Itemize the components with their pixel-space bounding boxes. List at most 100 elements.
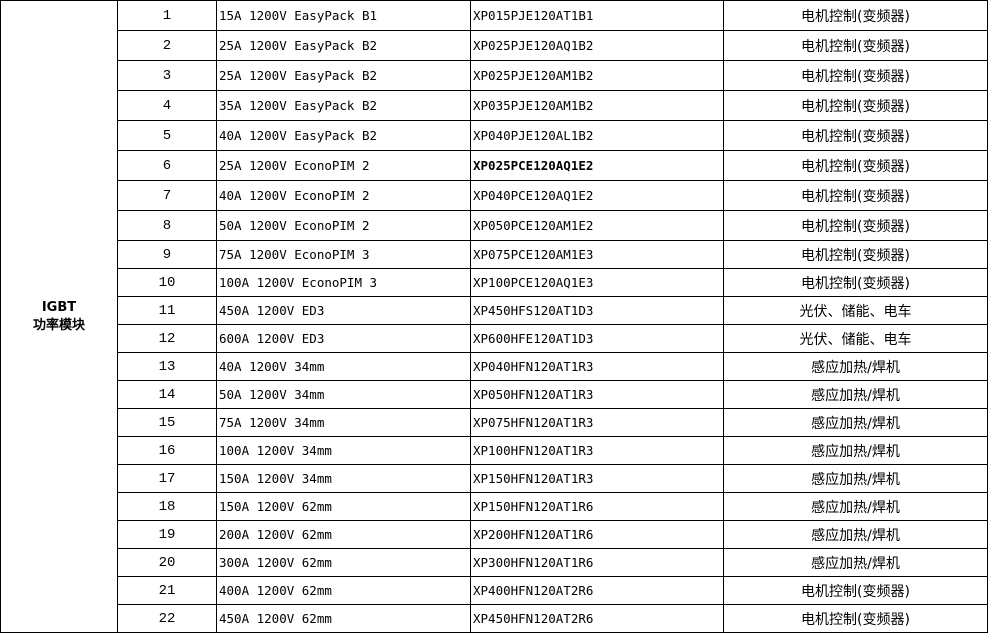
application-cell: 感应加热/焊机 xyxy=(723,464,988,493)
model-cell: 300A 1200V 62mm xyxy=(216,548,471,577)
model-cell: 100A 1200V 34mm xyxy=(216,436,471,465)
model-cell: 75A 1200V EconoPIM 3 xyxy=(216,240,471,269)
table-row: 19 200A 1200V 62mm XP200HFN120AT1R6 感应加热/焊机 xyxy=(1,520,988,549)
part-number-cell: XP025PJE120AQ1B2 xyxy=(470,30,724,61)
part-number-cell: XP050HFN120AT1R3 xyxy=(470,380,724,409)
row-number: 7 xyxy=(117,180,217,211)
part-number-cell: XP450HFN120AT2R6 xyxy=(470,604,724,633)
row-number: 18 xyxy=(117,492,217,521)
table-row: 18 150A 1200V 62mm XP150HFN120AT1R6 感应加热/焊机 xyxy=(1,492,988,521)
row-number: 3 xyxy=(117,60,217,91)
application-cell: 感应加热/焊机 xyxy=(723,436,988,465)
model-cell: 25A 1200V EasyPack B2 xyxy=(216,30,471,61)
row-number: 1 xyxy=(117,0,217,31)
row-number: 17 xyxy=(117,464,217,493)
model-cell: 40A 1200V EasyPack B2 xyxy=(216,120,471,151)
application-cell: 光伏、储能、电车 xyxy=(723,296,988,325)
model-cell: 75A 1200V 34mm xyxy=(216,408,471,437)
row-number: 6 xyxy=(117,150,217,181)
table-row: 17 150A 1200V 34mm XP150HFN120AT1R3 感应加热/焊机 xyxy=(1,464,988,493)
model-cell: 40A 1200V 34mm xyxy=(216,352,471,381)
model-cell: 450A 1200V 62mm xyxy=(216,604,471,633)
row-number: 10 xyxy=(117,268,217,297)
part-number-cell: XP025PCE120AQ1E2 xyxy=(470,150,724,181)
row-number: 12 xyxy=(117,324,217,353)
application-cell: 电机控制(变频器) xyxy=(723,0,988,31)
part-number-cell: XP040PCE120AQ1E2 xyxy=(470,180,724,211)
table-row: 5 40A 1200V EasyPack B2 XP040PJE120AL1B2 电机… xyxy=(1,120,988,151)
model-cell: 450A 1200V ED3 xyxy=(216,296,471,325)
table-row: 14 50A 1200V 34mm XP050HFN120AT1R3 感应加热/焊机 xyxy=(1,380,988,409)
table-row: 12 600A 1200V ED3 XP600HFE120AT1D3 光伏、储能、电车 xyxy=(1,324,988,353)
row-number: 5 xyxy=(117,120,217,151)
row-number: 8 xyxy=(117,210,217,241)
row-number: 9 xyxy=(117,240,217,269)
table-row: 16 100A 1200V 34mm XP100HFN120AT1R3 感应加热/焊机 xyxy=(1,436,988,465)
row-number: 15 xyxy=(117,408,217,437)
part-number-cell: XP035PJE120AM1B2 xyxy=(470,90,724,121)
table-row: 4 35A 1200V EasyPack B2 XP035PJE120AM1B2 电机… xyxy=(1,90,988,121)
part-number-cell: XP600HFE120AT1D3 xyxy=(470,324,724,353)
part-number-cell: XP100HFN120AT1R3 xyxy=(470,436,724,465)
category-cell: IGBT 功率模块 xyxy=(0,0,118,633)
category-line1: IGBT xyxy=(41,299,77,315)
part-number-cell: XP150HFN120AT1R3 xyxy=(470,464,724,493)
row-number: 16 xyxy=(117,436,217,465)
model-cell: 25A 1200V EconoPIM 2 xyxy=(216,150,471,181)
model-cell: 100A 1200V EconoPIM 3 xyxy=(216,268,471,297)
table-row: 10 100A 1200V EconoPIM 3 XP100PCE120AQ1E3 电… xyxy=(1,268,988,297)
row-number: 13 xyxy=(117,352,217,381)
table-row: 22 450A 1200V 62mm XP450HFN120AT2R6 电机控制(变频… xyxy=(1,604,988,633)
model-cell: 200A 1200V 62mm xyxy=(216,520,471,549)
part-number-cell: XP150HFN120AT1R6 xyxy=(470,492,724,521)
model-cell: 150A 1200V 34mm xyxy=(216,464,471,493)
model-cell: 150A 1200V 62mm xyxy=(216,492,471,521)
part-number-cell: XP040PJE120AL1B2 xyxy=(470,120,724,151)
table-row: 9 75A 1200V EconoPIM 3 XP075PCE120AM1E3 电机控… xyxy=(1,240,988,269)
application-cell: 电机控制(变频器) xyxy=(723,120,988,151)
part-number-cell: XP025PJE120AM1B2 xyxy=(470,60,724,91)
part-number-cell: XP450HFS120AT1D3 xyxy=(470,296,724,325)
row-number: 11 xyxy=(117,296,217,325)
application-cell: 电机控制(变频器) xyxy=(723,180,988,211)
application-cell: 电机控制(变频器) xyxy=(723,150,988,181)
table-row: 20 300A 1200V 62mm XP300HFN120AT1R6 感应加热/焊机 xyxy=(1,548,988,577)
row-number: 2 xyxy=(117,30,217,61)
application-cell: 感应加热/焊机 xyxy=(723,492,988,521)
table-row: 3 25A 1200V EasyPack B2 XP025PJE120AM1B2 电机… xyxy=(1,60,988,91)
model-cell: 50A 1200V EconoPIM 2 xyxy=(216,210,471,241)
row-number: 14 xyxy=(117,380,217,409)
part-number-cell: XP300HFN120AT1R6 xyxy=(470,548,724,577)
model-cell: 40A 1200V EconoPIM 2 xyxy=(216,180,471,211)
part-number-cell: XP400HFN120AT2R6 xyxy=(470,576,724,605)
model-cell: 35A 1200V EasyPack B2 xyxy=(216,90,471,121)
part-number-cell: XP200HFN120AT1R6 xyxy=(470,520,724,549)
table-row: 21 400A 1200V 62mm XP400HFN120AT2R6 电机控制(变频… xyxy=(1,576,988,605)
application-cell: 电机控制(变频器) xyxy=(723,576,988,605)
table-row: 11 450A 1200V ED3 XP450HFS120AT1D3 光伏、储能、电车 xyxy=(1,296,988,325)
model-cell: 25A 1200V EasyPack B2 xyxy=(216,60,471,91)
model-cell: 50A 1200V 34mm xyxy=(216,380,471,409)
model-cell: 15A 1200V EasyPack B1 xyxy=(216,0,471,31)
table-row: 13 40A 1200V 34mm XP040HFN120AT1R3 感应加热/焊机 xyxy=(1,352,988,381)
part-number-cell: XP100PCE120AQ1E3 xyxy=(470,268,724,297)
model-cell: 600A 1200V ED3 xyxy=(216,324,471,353)
table-row: 15 75A 1200V 34mm XP075HFN120AT1R3 感应加热/焊机 xyxy=(1,408,988,437)
application-cell: 电机控制(变频器) xyxy=(723,268,988,297)
row-number: 21 xyxy=(117,576,217,605)
application-cell: 感应加热/焊机 xyxy=(723,352,988,381)
application-cell: 电机控制(变频器) xyxy=(723,240,988,269)
row-number: 20 xyxy=(117,548,217,577)
part-number-cell: XP040HFN120AT1R3 xyxy=(470,352,724,381)
application-cell: 电机控制(变频器) xyxy=(723,210,988,241)
row-number: 19 xyxy=(117,520,217,549)
part-number-cell: XP075PCE120AM1E3 xyxy=(470,240,724,269)
application-cell: 感应加热/焊机 xyxy=(723,520,988,549)
model-cell: 400A 1200V 62mm xyxy=(216,576,471,605)
application-cell: 感应加热/焊机 xyxy=(723,380,988,409)
part-number-cell: XP015PJE120AT1B1 xyxy=(470,0,724,31)
row-number: 22 xyxy=(117,604,217,633)
